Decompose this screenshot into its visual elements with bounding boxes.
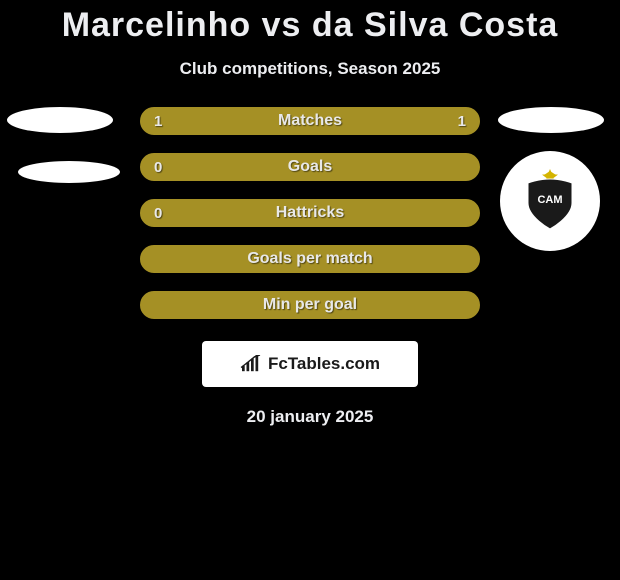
date-label: 20 january 2025 xyxy=(0,407,620,427)
stat-left-value: 1 xyxy=(154,113,162,130)
chart-icon xyxy=(240,355,262,373)
shield-icon: CAM xyxy=(518,169,582,233)
stat-label: Hattricks xyxy=(276,204,344,222)
stat-left-value: 0 xyxy=(154,159,162,176)
player-left-placeholder-2 xyxy=(18,161,120,183)
stat-row: Hattricks 0 xyxy=(140,199,480,227)
stat-left-value: 0 xyxy=(154,205,162,222)
svg-text:CAM: CAM xyxy=(537,194,562,206)
brand-label: FcTables.com xyxy=(268,354,380,374)
stat-right-value: 1 xyxy=(458,113,466,130)
club-badge-right: CAM xyxy=(500,151,600,251)
stat-label: Goals xyxy=(288,158,332,176)
stat-row: Goals 0 xyxy=(140,153,480,181)
stat-label: Min per goal xyxy=(263,296,357,314)
content-area: CAM Matches 1 1 Goals 0 Hattricks 0 Goals per m… xyxy=(0,107,620,427)
stat-label: Matches xyxy=(278,112,342,130)
page-subtitle: Club competitions, Season 2025 xyxy=(0,59,620,79)
page-title: Marcelinho vs da Silva Costa xyxy=(0,0,620,45)
stat-row: Min per goal xyxy=(140,291,480,319)
stats-list: Matches 1 1 Goals 0 Hattricks 0 Goals per match… xyxy=(140,107,480,319)
player-left-placeholder-1 xyxy=(7,107,113,133)
brand-badge: FcTables.com xyxy=(202,341,418,387)
player-right-placeholder xyxy=(498,107,604,133)
stat-label: Goals per match xyxy=(247,250,372,268)
stat-row: Matches 1 1 xyxy=(140,107,480,135)
stat-row: Goals per match xyxy=(140,245,480,273)
